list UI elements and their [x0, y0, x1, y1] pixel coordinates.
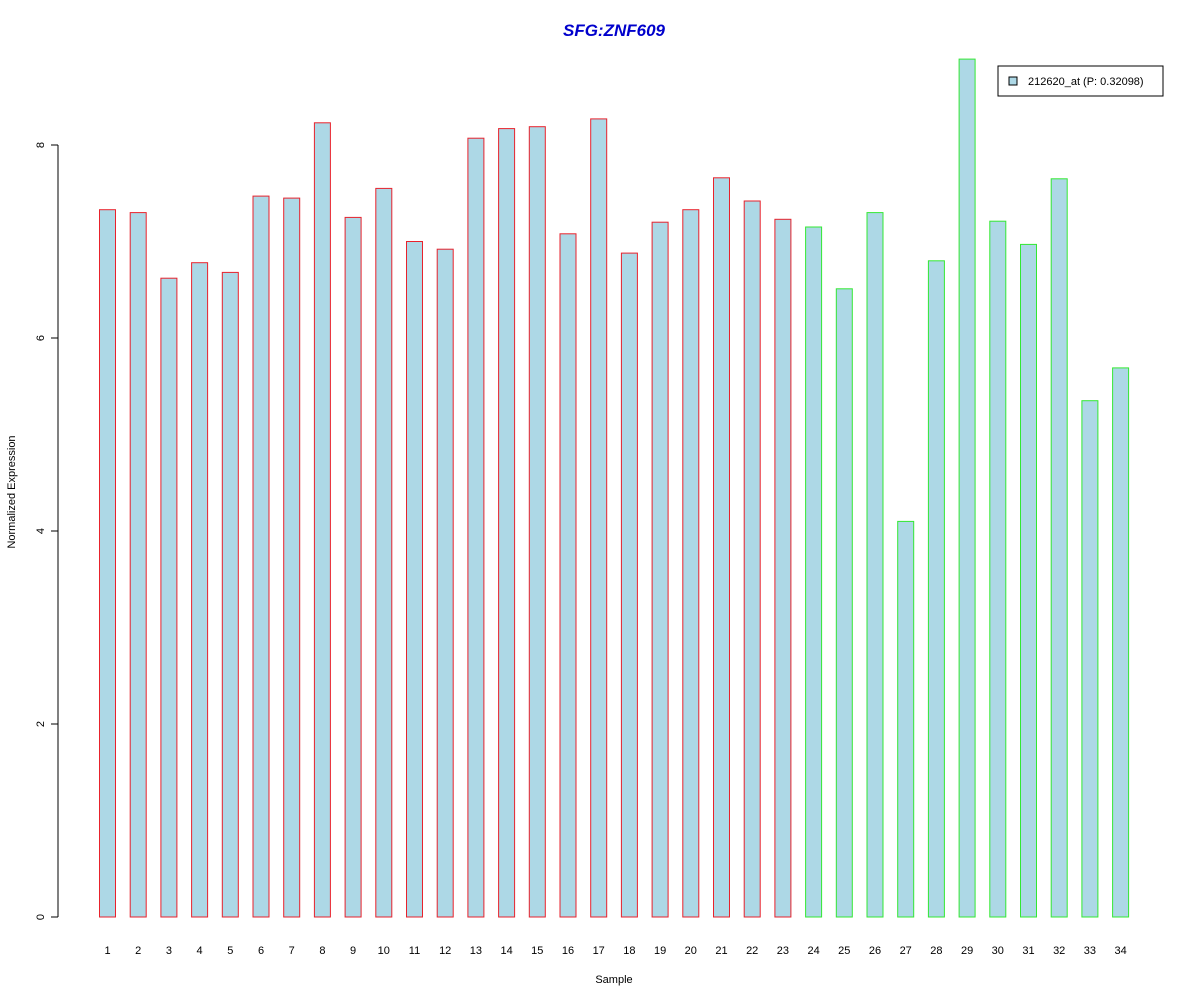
x-tick-label: 28: [930, 945, 942, 957]
bar-sample-27: [897, 520, 915, 918]
x-tick-label: 23: [777, 945, 789, 957]
bar-sample-6: [252, 195, 270, 918]
x-tick-label: 24: [807, 945, 819, 957]
legend-box: [997, 65, 1164, 97]
x-tick-label: 13: [470, 945, 482, 957]
x-axis-label: Sample: [595, 974, 632, 986]
bar-sample-34: [1112, 367, 1130, 918]
y-tick-label: 4: [35, 528, 47, 534]
bar-sample-31: [1020, 243, 1037, 918]
bar-sample-4: [191, 262, 209, 918]
bar-sample-16: [559, 233, 577, 918]
x-tick-label: 14: [500, 945, 512, 957]
x-tick-label: 30: [992, 945, 1004, 957]
bar-sample-12: [436, 248, 454, 918]
x-tick-label: 20: [685, 945, 697, 957]
x-tick-label: 18: [623, 945, 635, 957]
y-axis-label: Normalized Expression: [6, 435, 18, 548]
bar-sample-32: [1050, 178, 1068, 918]
x-tick-label: 25: [838, 945, 850, 957]
x-tick-label: 2: [135, 945, 141, 957]
bar-sample-25: [835, 288, 853, 918]
x-tick-label: 27: [900, 945, 912, 957]
bar-sample-3: [160, 277, 178, 918]
x-tick-label: 9: [350, 945, 356, 957]
bar-sample-21: [713, 177, 730, 918]
bar-sample-29: [958, 58, 976, 918]
x-tick-labels: 1 2 3 4 5 6 7 8 9 10 11 12 13 14 15 16 17 18 19 20 21 22 23 24 2…: [104, 945, 1126, 957]
x-tick-label: 15: [531, 945, 543, 957]
chart-title: SFG:ZNF609: [563, 21, 666, 40]
bar-sample-28: [927, 260, 945, 918]
x-tick-label: 17: [593, 945, 605, 957]
bar-sample-19: [651, 221, 669, 918]
bar-sample-24: [805, 226, 823, 918]
x-tick-label: 19: [654, 945, 666, 957]
bar-sample-17: [590, 118, 608, 918]
bars: [99, 58, 1130, 918]
x-tick-label: 29: [961, 945, 973, 957]
x-tick-label: 33: [1084, 945, 1096, 957]
bar-sample-8: [313, 122, 331, 918]
bar-sample-10: [375, 187, 393, 918]
legend-swatch: [1008, 76, 1018, 86]
y-tick-label: 0: [35, 914, 47, 920]
bar-sample-1: [99, 209, 116, 918]
x-tick-label: 1: [104, 945, 110, 957]
x-tick-label: 21: [715, 945, 727, 957]
x-tick-label: 3: [166, 945, 172, 957]
bar-sample-18: [620, 252, 638, 918]
bar-sample-7: [283, 197, 301, 918]
bar-sample-33: [1081, 400, 1099, 918]
bar-sample-20: [682, 209, 700, 918]
x-tick-label: 34: [1114, 945, 1126, 957]
bar-sample-11: [406, 241, 423, 918]
x-tick-label: 12: [439, 945, 451, 957]
y-tick-label: 6: [35, 335, 47, 341]
y-tick-label: 2: [35, 721, 47, 727]
bar-sample-23: [774, 218, 792, 918]
legend: 212620_at (P: 0.32098): [997, 65, 1164, 97]
x-tick-label: 6: [258, 945, 264, 957]
y-tick-label: 8: [35, 142, 47, 148]
x-tick-label: 31: [1022, 945, 1034, 957]
x-tick-label: 32: [1053, 945, 1065, 957]
bar-sample-30: [989, 220, 1007, 918]
bar-sample-15: [528, 126, 546, 918]
y-axis: 0 2 4 6 8: [35, 142, 59, 920]
x-tick-label: 16: [562, 945, 574, 957]
bar-sample-26: [866, 212, 884, 918]
x-tick-label: 26: [869, 945, 881, 957]
x-tick-label: 8: [319, 945, 325, 957]
x-tick-label: 7: [289, 945, 295, 957]
bar-sample-2: [129, 212, 147, 918]
bar-sample-9: [344, 216, 362, 918]
x-tick-label: 22: [746, 945, 758, 957]
x-tick-label: 10: [378, 945, 390, 957]
bar-sample-5: [221, 271, 239, 918]
x-tick-label: 4: [197, 945, 203, 957]
x-tick-label: 11: [409, 945, 420, 957]
legend-label: 212620_at (P: 0.32098): [1028, 76, 1144, 88]
x-tick-label: 5: [227, 945, 233, 957]
bar-sample-13: [467, 137, 485, 918]
bar-sample-14: [498, 128, 516, 918]
bar-sample-22: [743, 200, 761, 918]
